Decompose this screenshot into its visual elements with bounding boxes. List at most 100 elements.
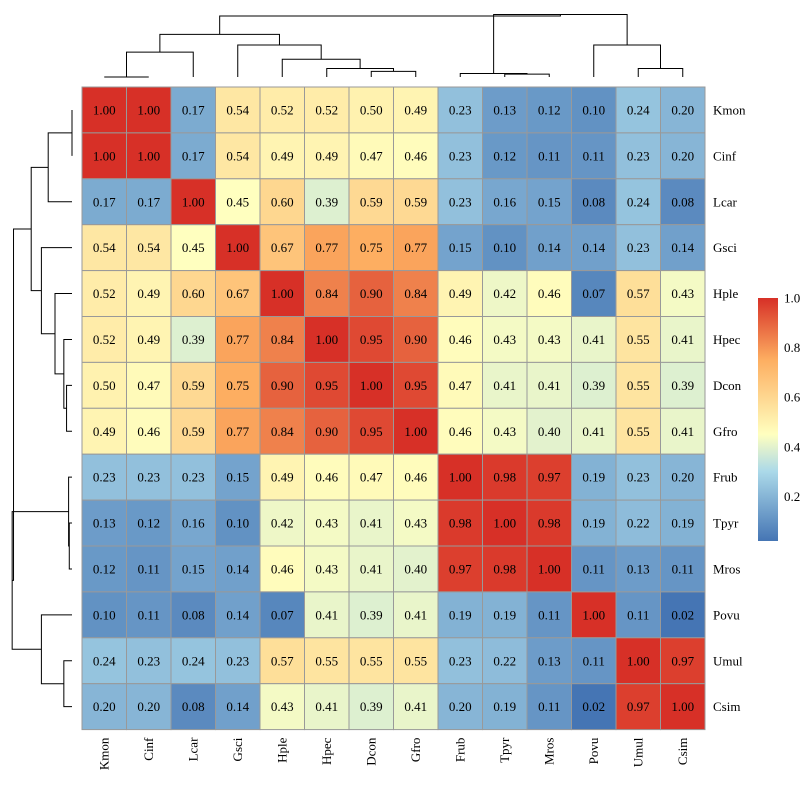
dendrogram-branch — [40, 247, 72, 335]
heatmap-cell — [526, 86, 572, 134]
heatmap-cell — [348, 499, 394, 547]
cell-value-label: 0.23 — [449, 653, 472, 668]
cell-value-label: 0.41 — [315, 607, 338, 622]
cell-value-label: 0.42 — [271, 516, 294, 531]
cell-value-label: 0.23 — [182, 470, 205, 485]
cell-value-label: 0.54 — [93, 240, 116, 255]
cell-value-label: 0.16 — [182, 516, 205, 531]
cell-value-label: 0.41 — [404, 699, 427, 714]
cell-value-label: 0.17 — [182, 148, 205, 163]
heatmap-cell — [215, 132, 261, 180]
heatmap-cell — [660, 178, 706, 226]
cell-value-label: 0.41 — [671, 424, 694, 439]
cell-value-label: 0.67 — [226, 286, 249, 301]
heatmap-cell — [571, 545, 617, 593]
cell-value-label: 0.43 — [404, 516, 427, 531]
cell-value-label: 1.00 — [137, 102, 160, 117]
heatmap-cell — [259, 683, 305, 731]
cell-value-label: 0.12 — [493, 148, 516, 163]
cell-value-label: 0.47 — [449, 378, 472, 393]
cell-value-label: 0.20 — [449, 699, 472, 714]
heatmap-cell — [304, 453, 350, 501]
heatmap-cell — [259, 499, 305, 547]
column-label: Gsci — [230, 737, 245, 761]
cell-value-label: 0.97 — [449, 561, 472, 576]
cell-value-label: 0.55 — [627, 332, 650, 347]
heatmap-cell — [482, 178, 528, 226]
cell-value-label: 0.43 — [538, 332, 561, 347]
heatmap-cell — [304, 86, 350, 134]
heatmap-cell — [259, 224, 305, 272]
row-label: Mros — [713, 561, 740, 576]
cell-value-label: 0.59 — [182, 378, 205, 393]
heatmap-cell — [660, 86, 706, 134]
cell-value-label: 0.98 — [449, 516, 472, 531]
cell-value-label: 0.13 — [493, 102, 516, 117]
heatmap-cell — [393, 637, 439, 685]
heatmap-cell — [571, 591, 617, 639]
heatmap-cell — [571, 407, 617, 455]
cell-value-label: 1.00 — [449, 470, 472, 485]
cell-value-label: 0.11 — [538, 699, 560, 714]
cell-value-label: 0.54 — [137, 240, 160, 255]
heatmap-cell — [615, 499, 661, 547]
dendrogram-branch — [12, 228, 32, 581]
cell-value-label: 0.11 — [583, 561, 605, 576]
cell-value-label: 0.46 — [449, 424, 472, 439]
colorbar-tick-label: 0.8 — [784, 340, 800, 355]
row-label: Lcar — [713, 194, 737, 209]
heatmap-cell — [571, 224, 617, 272]
cell-value-label: 0.20 — [671, 470, 694, 485]
heatmap-cell — [393, 224, 439, 272]
heatmap-cell — [660, 224, 706, 272]
cell-value-label: 1.00 — [182, 194, 205, 209]
heatmap-cell — [615, 591, 661, 639]
heatmap-cell — [215, 361, 261, 409]
heatmap-cell — [615, 132, 661, 180]
heatmap-cell — [215, 637, 261, 685]
cell-value-label: 0.57 — [627, 286, 650, 301]
column-label: Lcar — [186, 737, 201, 761]
cell-value-label: 0.12 — [137, 516, 160, 531]
heatmap-cell — [660, 453, 706, 501]
heatmap-cell — [437, 453, 483, 501]
heatmap-cell — [393, 545, 439, 593]
cell-value-label: 0.57 — [271, 653, 294, 668]
heatmap-cell — [526, 453, 572, 501]
cell-value-label: 0.75 — [226, 378, 249, 393]
cell-value-label: 0.23 — [627, 148, 650, 163]
cell-value-label: 0.55 — [404, 653, 427, 668]
cell-value-label: 0.11 — [627, 607, 649, 622]
row-label: Gsci — [713, 240, 737, 255]
cell-value-label: 0.14 — [226, 607, 249, 622]
cell-value-label: 0.90 — [271, 378, 294, 393]
cell-value-label: 0.84 — [271, 332, 294, 347]
heatmap-cell — [348, 270, 394, 318]
column-label: Hpec — [319, 737, 334, 765]
heatmap-cell — [437, 637, 483, 685]
cell-value-label: 0.97 — [627, 699, 650, 714]
cell-value-label: 0.24 — [627, 102, 650, 117]
heatmap-cell — [348, 591, 394, 639]
dendrogram-branch — [30, 166, 49, 292]
heatmap-cell — [126, 316, 172, 363]
cell-value-label: 0.49 — [315, 148, 338, 163]
dendrogram-branch — [237, 44, 322, 77]
cell-value-label: 0.17 — [93, 194, 116, 209]
cell-value-label: 0.42 — [493, 286, 516, 301]
heatmap-cell — [482, 224, 528, 272]
column-labels: Kmon Cinf Lcar Gsci Hple Hpec Dcon Gfro Frub Tpyr… — [97, 737, 691, 770]
cell-value-label: 1.00 — [271, 286, 294, 301]
cell-value-label: 0.41 — [582, 332, 605, 347]
cell-value-label: 0.02 — [671, 607, 694, 622]
cell-value-label: 0.10 — [493, 240, 516, 255]
heatmap-cell — [615, 637, 661, 685]
dendrogram-branch — [40, 614, 72, 685]
heatmap-cell — [526, 224, 572, 272]
cell-value-label: 0.23 — [449, 148, 472, 163]
column-label: Povu — [586, 737, 601, 764]
cell-value-label: 0.84 — [404, 286, 427, 301]
heatmap-cell — [571, 683, 617, 731]
heatmap-cell — [259, 637, 305, 685]
cell-value-label: 0.49 — [271, 148, 294, 163]
